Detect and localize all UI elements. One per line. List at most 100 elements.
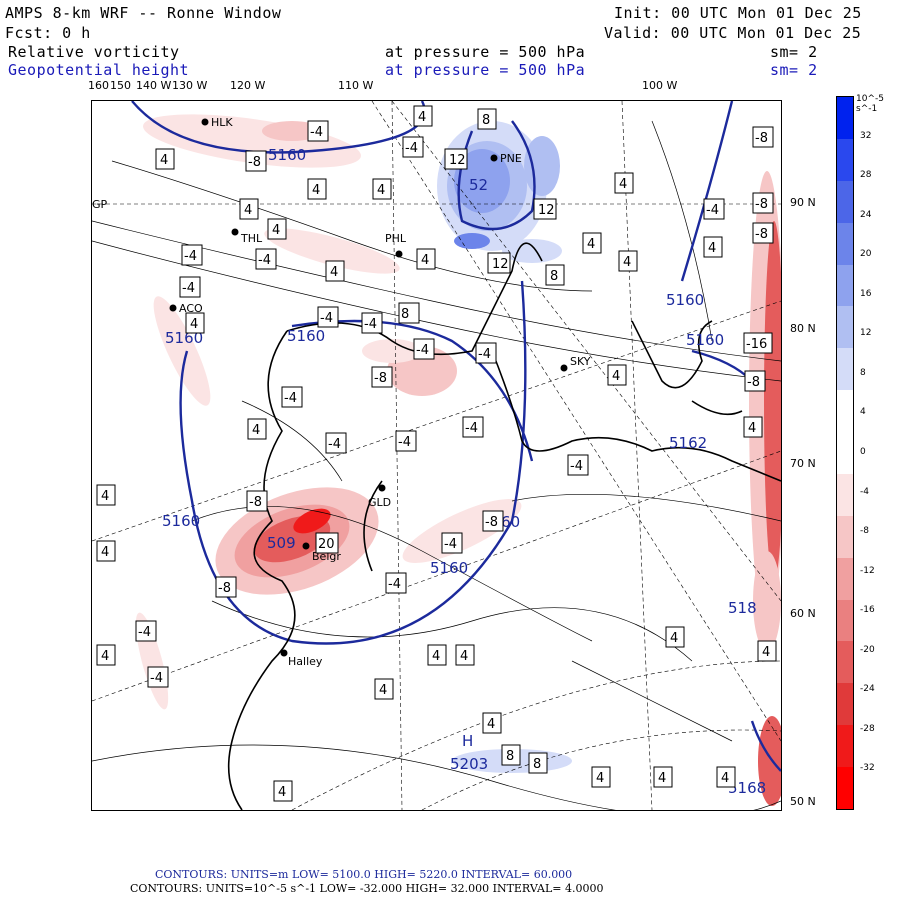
vorticity-label-box: -8	[215, 576, 237, 598]
station-label-pne: PNE	[500, 152, 522, 165]
vorticity-label-box: -4	[361, 312, 383, 334]
vorticity-label-box: -4	[385, 572, 407, 594]
svg-text:4: 4	[708, 241, 716, 256]
svg-text:-4: -4	[284, 391, 297, 406]
vorticity-label-box: 4	[482, 712, 502, 734]
svg-text:-4: -4	[310, 125, 323, 140]
colorbar-tick-label: 0	[860, 447, 866, 457]
svg-text:4: 4	[160, 153, 168, 168]
colorbar-tick-label: -8	[860, 526, 869, 537]
svg-text:8: 8	[506, 749, 514, 764]
height-label: 518	[728, 599, 757, 617]
map-panel: HLK PNE THL PHL ACO SKY GLD Belgr Halley…	[91, 100, 782, 811]
height-label: 5160	[162, 512, 200, 530]
svg-text:4: 4	[418, 110, 426, 125]
colorbar-tick-label: 20	[860, 249, 872, 260]
colorbar-tick-label: -28	[860, 723, 875, 734]
svg-text:4: 4	[377, 183, 385, 198]
vorticity-label-box: 4	[653, 766, 673, 788]
vorticity-label-box: -4	[441, 532, 463, 554]
field1-name: Relative vorticity	[8, 43, 180, 61]
svg-text:4: 4	[379, 683, 387, 698]
vorticity-label-box: 8	[545, 264, 565, 286]
vorticity-label-box: 4	[427, 644, 447, 666]
colorbar-segment	[837, 599, 853, 642]
svg-text:-4: -4	[150, 671, 163, 686]
vorticity-label-box: 4	[416, 248, 436, 270]
edge-label-gp: GP	[92, 198, 108, 211]
lon-label-160: 160	[88, 79, 109, 92]
svg-text:-4: -4	[364, 317, 377, 332]
svg-text:-8: -8	[755, 227, 768, 242]
lon-label-150: 150	[110, 79, 131, 92]
svg-text:4: 4	[619, 177, 627, 192]
vorticity-label-box: 4	[757, 640, 777, 662]
vorticity-label-box: 4	[455, 644, 475, 666]
svg-text:-8: -8	[374, 371, 387, 386]
colorbar-tick-label: -24	[860, 684, 875, 695]
vorticity-label-box: 4	[716, 766, 736, 788]
field2-name: Geopotential height	[8, 61, 190, 79]
vorticity-label-box: 4	[267, 218, 287, 240]
negative-vorticity-shading	[135, 114, 781, 806]
init-time: Init: 00 UTC Mon 01 Dec 25	[614, 4, 862, 22]
vorticity-label-box: -4	[281, 386, 303, 408]
svg-text:4: 4	[596, 771, 604, 786]
svg-text:8: 8	[401, 307, 409, 322]
lon-label-100: 100 W	[642, 79, 678, 92]
vorticity-label-box: -4	[395, 430, 417, 452]
height-label: 5160	[686, 331, 724, 349]
vorticity-label-box: -4	[413, 338, 435, 360]
svg-text:-4: -4	[184, 249, 197, 264]
colorbar-segment	[837, 473, 853, 517]
svg-text:4: 4	[421, 253, 429, 268]
svg-text:4: 4	[587, 237, 595, 252]
colorbar-tick-label: 24	[860, 209, 872, 220]
colorbar-segment	[837, 432, 853, 475]
svg-text:8: 8	[482, 113, 490, 128]
lat-label-90: 90 N	[790, 196, 816, 209]
svg-text:-4: -4	[570, 459, 583, 474]
vorticity-label-box: -4	[255, 248, 277, 270]
field2-smooth: sm= 2	[770, 61, 818, 79]
vorticity-label-box: 8	[528, 752, 548, 774]
vorticity-label-box: -4	[179, 276, 201, 298]
colorbar-segment	[837, 97, 853, 140]
colorbar-segment	[837, 138, 853, 182]
svg-text:-4: -4	[182, 281, 195, 296]
svg-text:4: 4	[330, 265, 338, 280]
forecast-hour: Fcst: 0 h	[5, 24, 91, 42]
graticule	[92, 101, 781, 810]
vorticity-label-box: 12	[444, 148, 468, 170]
height-label: 5160	[268, 146, 306, 164]
vorticity-label-box: 12	[487, 252, 511, 274]
vorticity-label-box: -8	[482, 510, 504, 532]
svg-text:12: 12	[449, 153, 466, 168]
vorticity-label-box: -8	[752, 192, 774, 214]
vorticity-label-box: -8	[744, 370, 766, 392]
field1-level: at pressure = 500 hPa	[385, 43, 586, 61]
svg-text:4: 4	[101, 649, 109, 664]
svg-text:-4: -4	[388, 577, 401, 592]
svg-text:4: 4	[612, 369, 620, 384]
svg-text:-4: -4	[328, 437, 341, 452]
svg-text:12: 12	[492, 257, 509, 272]
svg-text:4: 4	[762, 645, 770, 660]
svg-text:4: 4	[312, 183, 320, 198]
height-label: 5203	[450, 755, 488, 773]
vorticity-label-box: -8	[752, 126, 774, 148]
height-contour-info: CONTOURS: UNITS=m LOW= 5100.0 HIGH= 5220…	[155, 868, 573, 881]
svg-text:-8: -8	[218, 581, 231, 596]
vorticity-label-box: -4	[703, 198, 725, 220]
svg-text:4: 4	[244, 203, 252, 218]
height-label: 509	[267, 534, 296, 552]
vorticity-label-box: 8	[398, 302, 420, 324]
vorticity-label-box: 4	[618, 250, 638, 272]
coastline	[227, 242, 781, 810]
colorbar-segment	[837, 515, 853, 559]
lat-label-80: 80 N	[790, 322, 816, 335]
svg-text:4: 4	[460, 649, 468, 664]
vorticity-label-box: -4	[317, 306, 339, 328]
colorbar-tick-label: -4	[860, 486, 869, 497]
svg-text:4: 4	[487, 717, 495, 732]
